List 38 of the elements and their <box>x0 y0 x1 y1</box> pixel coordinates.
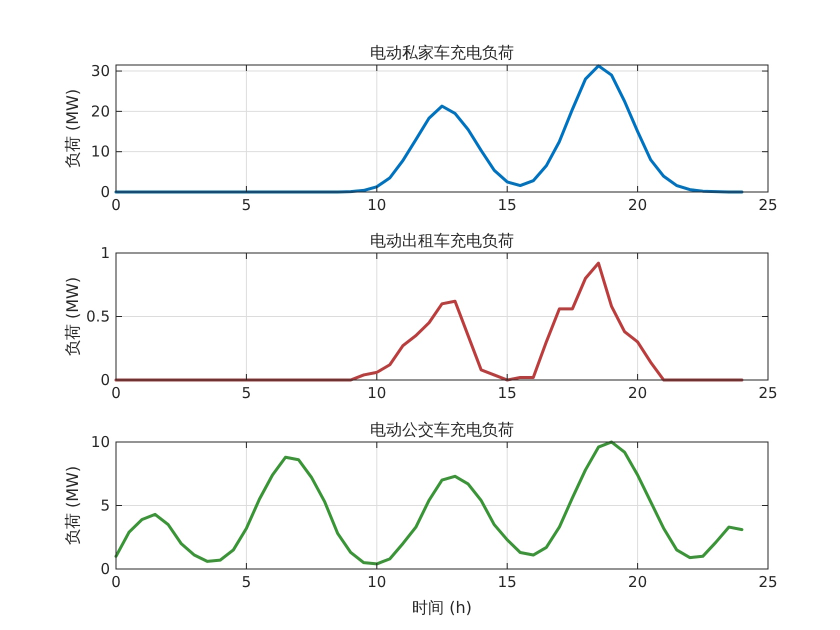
x-tick-label: 20 <box>628 384 648 402</box>
chart-title: 电动出租车充电负荷 <box>370 231 514 250</box>
x-tick-label: 0 <box>111 196 121 214</box>
y-tick-label: 10 <box>90 433 110 451</box>
x-tick-label: 25 <box>758 573 778 591</box>
y-tick-label: 10 <box>90 142 110 161</box>
y-tick-label: 0 <box>100 560 110 578</box>
x-tick-label: 5 <box>242 573 252 591</box>
chart-title: 电动公交车充电负荷 <box>370 420 514 439</box>
y-tick-label: 1 <box>100 244 110 262</box>
line-series <box>114 440 744 566</box>
x-tick-label: 15 <box>498 196 517 214</box>
x-tick-label: 15 <box>498 384 517 402</box>
x-tick-label: 10 <box>367 196 386 214</box>
x-tick-label: 25 <box>758 196 778 214</box>
chart-title: 电动私家车充电负荷 <box>370 43 514 62</box>
x-tick-label: 10 <box>367 573 386 591</box>
x-tick-label: 0 <box>111 573 121 591</box>
x-tick-label: 15 <box>498 573 517 591</box>
y-tick-label: 0 <box>100 371 110 389</box>
x-tick-label: 0 <box>111 384 121 402</box>
line-series <box>114 64 744 194</box>
y-axis-title: 负荷 (MW) <box>63 466 82 546</box>
y-tick-label: 30 <box>90 62 110 80</box>
x-tick-label: 25 <box>758 384 778 402</box>
y-tick-label: 0 <box>100 183 110 201</box>
y-axis-title: 负荷 (MW) <box>63 276 82 356</box>
x-tick-label: 5 <box>242 196 252 214</box>
y-tick-label: 20 <box>90 102 110 120</box>
x-tick-label: 20 <box>628 573 648 591</box>
x-tick-label: 10 <box>367 384 386 402</box>
line-series <box>114 262 744 382</box>
x-axis-title: 时间 (h) <box>412 598 472 617</box>
y-axis-title: 负荷 (MW) <box>63 88 82 168</box>
x-tick-label: 20 <box>628 196 648 214</box>
y-tick-label: 0.5 <box>86 308 110 326</box>
x-tick-label: 5 <box>242 384 252 402</box>
y-tick-label: 5 <box>100 496 110 514</box>
